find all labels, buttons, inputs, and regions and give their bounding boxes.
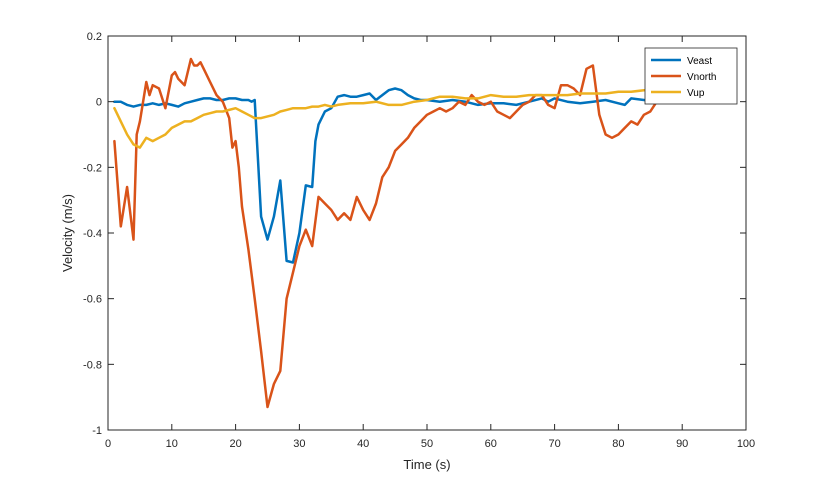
y-tick-label: -1 xyxy=(92,425,102,437)
series-line-vnorth xyxy=(113,57,665,409)
x-tick-label: 10 xyxy=(166,438,178,450)
plot-area xyxy=(108,36,746,430)
series-layer xyxy=(113,57,665,409)
y-tick-label: -0.6 xyxy=(83,294,102,306)
x-tick-label: 100 xyxy=(737,438,755,450)
y-tick-label: -0.8 xyxy=(83,359,102,371)
x-tick-label: 20 xyxy=(229,438,241,450)
y-tick-label: 0 xyxy=(96,97,102,109)
y-axis-label: Velocity (m/s) xyxy=(60,194,75,272)
y-tick-label: -0.4 xyxy=(83,228,102,240)
series-line-vup xyxy=(113,88,665,149)
x-tick-label: 0 xyxy=(105,438,111,450)
x-tick-label: 90 xyxy=(676,438,688,450)
legend: Veast Vnorth Vup xyxy=(644,47,738,105)
ticks-layer: 0 10 20 30 40 50 60 70 80 90 100 -1 -0.8 -0.6 -0.4 -0.2… xyxy=(83,31,755,450)
x-tick-label: 70 xyxy=(548,438,560,450)
legend-label-vnorth: Vnorth xyxy=(687,72,716,83)
x-axis-label: Time (s) xyxy=(403,457,450,472)
series-line-veast xyxy=(113,87,665,264)
x-tick-label: 40 xyxy=(357,438,369,450)
x-tick-label: 60 xyxy=(485,438,497,450)
x-tick-label: 50 xyxy=(421,438,433,450)
y-tick-label: -0.2 xyxy=(83,162,102,174)
legend-label-veast: Veast xyxy=(687,56,712,67)
y-tick-label: 0.2 xyxy=(87,31,102,43)
x-tick-label: 80 xyxy=(612,438,624,450)
x-tick-label: 30 xyxy=(293,438,305,450)
legend-label-vup: Vup xyxy=(687,88,705,99)
